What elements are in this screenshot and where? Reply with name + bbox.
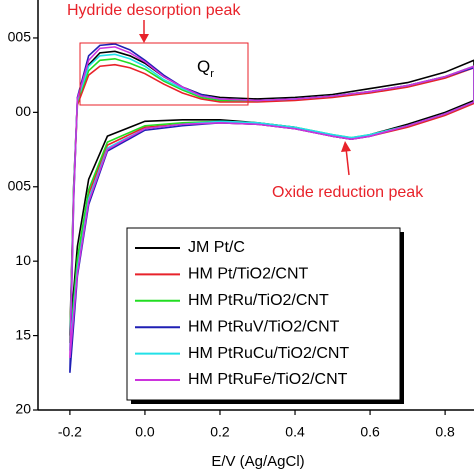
- annotation: Hydride desorption peak: [67, 2, 241, 19]
- q-label: Qr: [197, 57, 214, 79]
- legend-label: HM PtRuFe/TiO2/CNT: [188, 371, 348, 388]
- y-tick-label: 20: [15, 401, 31, 417]
- x-tick-label: 0.2: [210, 424, 230, 440]
- q: Q: [197, 57, 210, 76]
- series-line: [69, 50, 474, 336]
- annotation: Oxide reduction peak: [272, 184, 424, 201]
- legend-label: JM Pt/C: [188, 239, 245, 256]
- y-tick-label: 00: [15, 103, 31, 119]
- x-tick-label: 0.8: [435, 424, 455, 440]
- q-sub: r: [210, 68, 214, 80]
- x-tick-label: 0.0: [135, 424, 155, 440]
- legend-label: HM Pt/TiO2/CNT: [188, 266, 309, 283]
- y-tick-label: 005: [8, 177, 32, 193]
- x-tick-label: 0.4: [285, 424, 305, 440]
- y-tick-label: 005: [8, 29, 32, 45]
- x-tick-label: -0.2: [58, 424, 82, 440]
- arrowhead: [341, 141, 351, 152]
- arrow: [345, 147, 350, 176]
- legend-label: HM PtRuCu/TiO2/CNT: [188, 345, 349, 362]
- arrowhead: [139, 34, 149, 43]
- series-line: [69, 46, 474, 358]
- y-tick-label: 10: [15, 252, 31, 268]
- legend: [126, 227, 401, 401]
- x-tick-label: 0.6: [360, 424, 380, 440]
- legend-label: HM PtRuV/TiO2/CNT: [188, 318, 340, 335]
- legend-label: HM PtRu/TiO2/CNT: [188, 292, 329, 309]
- x-axis-label: E/V (Ag/AgCl): [211, 453, 304, 470]
- y-tick-label: 15: [15, 326, 31, 342]
- peak-box: [79, 42, 249, 106]
